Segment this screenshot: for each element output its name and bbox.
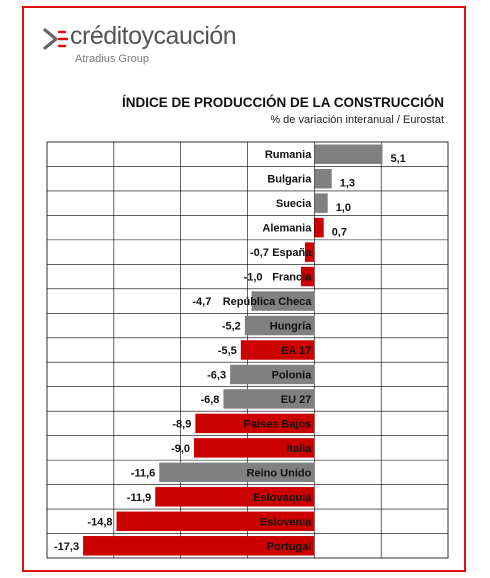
category-label: Alemania: [262, 223, 312, 235]
bar: [194, 438, 315, 458]
value-label: -5,5: [218, 345, 237, 357]
value-label: -9,0: [171, 443, 190, 455]
value-label: -14,8: [87, 516, 112, 528]
category-label: Eslovaquia: [253, 492, 312, 504]
category-label: Reino Unido: [247, 467, 312, 479]
category-label: Hungría: [270, 321, 312, 333]
bar: [314, 168, 332, 189]
value-label: -0,7: [250, 247, 269, 259]
value-label: 1,0: [336, 202, 351, 214]
category-label: Paises Bajos: [243, 418, 311, 430]
bar: [314, 144, 383, 164]
chart-frame: [22, 6, 466, 572]
category-label: Suecia: [276, 198, 312, 210]
category-label: Eslovenia: [260, 516, 312, 528]
category-label: Polonia: [272, 369, 313, 381]
chart-subtitle: % de variación interanual / Eurostat: [270, 114, 444, 126]
value-label: -11,9: [127, 492, 151, 504]
bar: [240, 340, 315, 360]
value-label: -4,7: [192, 296, 211, 308]
category-label: Francia: [272, 272, 312, 284]
bar: [244, 315, 315, 336]
value-label: -11,6: [131, 467, 155, 479]
value-label: 5,1: [391, 153, 406, 165]
category-label: Portugal: [267, 541, 312, 553]
category-label: Italia: [286, 443, 312, 455]
value-label: -8,9: [172, 418, 191, 430]
bar: [314, 217, 324, 238]
bar: [300, 266, 315, 287]
category-label: Rumania: [265, 149, 312, 161]
bar: [116, 511, 315, 532]
brand-tagline: Atradius Group: [75, 53, 149, 65]
value-label: -6,3: [207, 369, 226, 381]
value-label: 0,7: [332, 227, 347, 239]
value-label: -6,8: [200, 394, 219, 406]
brand-name: créditoycaución: [70, 22, 237, 50]
bar: [314, 193, 328, 213]
category-label: República Checa: [223, 296, 313, 308]
bar: [304, 242, 315, 262]
value-label: 1,3: [340, 178, 355, 190]
value-label: -17,3: [54, 541, 79, 553]
bar: [155, 487, 315, 507]
category-label: EU 27: [281, 394, 312, 406]
bar: [195, 413, 315, 434]
bar: [223, 389, 315, 409]
category-label: Bulgaria: [267, 174, 312, 186]
value-label: -1,0: [244, 272, 263, 284]
category-label: EA 17: [281, 345, 311, 357]
bar: [230, 364, 315, 385]
chart-title: ÍNDICE DE PRODUCCIÓN DE LA CONSTRUCCIÓN: [121, 95, 444, 110]
bar: [83, 536, 315, 556]
bar: [251, 291, 315, 311]
category-label: España: [272, 247, 312, 259]
value-label: -5,2: [222, 321, 241, 333]
bar: [159, 462, 315, 483]
chevron-logo-icon: [43, 28, 68, 50]
